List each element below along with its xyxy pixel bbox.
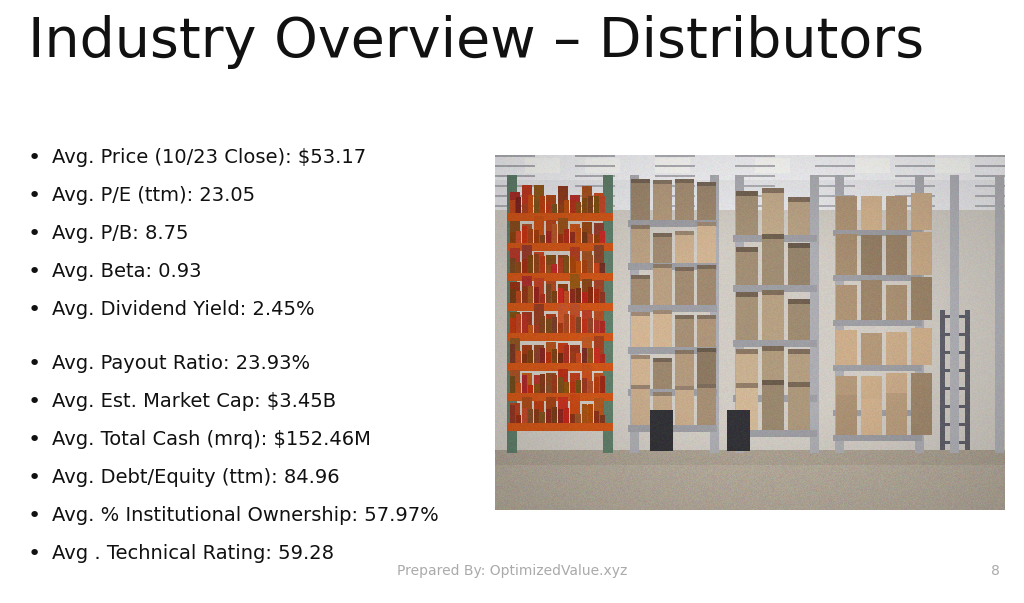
Text: Avg. Beta: 0.93: Avg. Beta: 0.93 bbox=[52, 262, 202, 281]
Text: •: • bbox=[28, 354, 41, 374]
Text: Avg. Dividend Yield: 2.45%: Avg. Dividend Yield: 2.45% bbox=[52, 300, 314, 319]
Text: •: • bbox=[28, 392, 41, 412]
Text: •: • bbox=[28, 506, 41, 526]
Text: •: • bbox=[28, 262, 41, 282]
Text: Avg. P/E (ttm): 23.05: Avg. P/E (ttm): 23.05 bbox=[52, 186, 255, 205]
Text: •: • bbox=[28, 468, 41, 488]
Text: Avg. Price (10/23 Close): $53.17: Avg. Price (10/23 Close): $53.17 bbox=[52, 148, 367, 167]
Text: Avg. P/B: 8.75: Avg. P/B: 8.75 bbox=[52, 224, 188, 243]
Text: Avg. Total Cash (mrq): $152.46M: Avg. Total Cash (mrq): $152.46M bbox=[52, 430, 371, 449]
Text: Prepared By: OptimizedValue.xyz: Prepared By: OptimizedValue.xyz bbox=[397, 564, 627, 578]
Text: Industry Overview – Distributors: Industry Overview – Distributors bbox=[28, 15, 924, 69]
Text: •: • bbox=[28, 544, 41, 564]
Text: •: • bbox=[28, 430, 41, 450]
Text: •: • bbox=[28, 186, 41, 206]
Text: •: • bbox=[28, 148, 41, 168]
Text: Avg. Payout Ratio: 23.93%: Avg. Payout Ratio: 23.93% bbox=[52, 354, 310, 373]
Text: 8: 8 bbox=[991, 564, 1000, 578]
Text: •: • bbox=[28, 224, 41, 244]
Text: Avg. Est. Market Cap: $3.45B: Avg. Est. Market Cap: $3.45B bbox=[52, 392, 336, 411]
Text: Avg . Technical Rating: 59.28: Avg . Technical Rating: 59.28 bbox=[52, 544, 334, 563]
Text: Avg. % Institutional Ownership: 57.97%: Avg. % Institutional Ownership: 57.97% bbox=[52, 506, 438, 525]
Text: Avg. Debt/Equity (ttm): 84.96: Avg. Debt/Equity (ttm): 84.96 bbox=[52, 468, 340, 487]
Text: •: • bbox=[28, 300, 41, 320]
